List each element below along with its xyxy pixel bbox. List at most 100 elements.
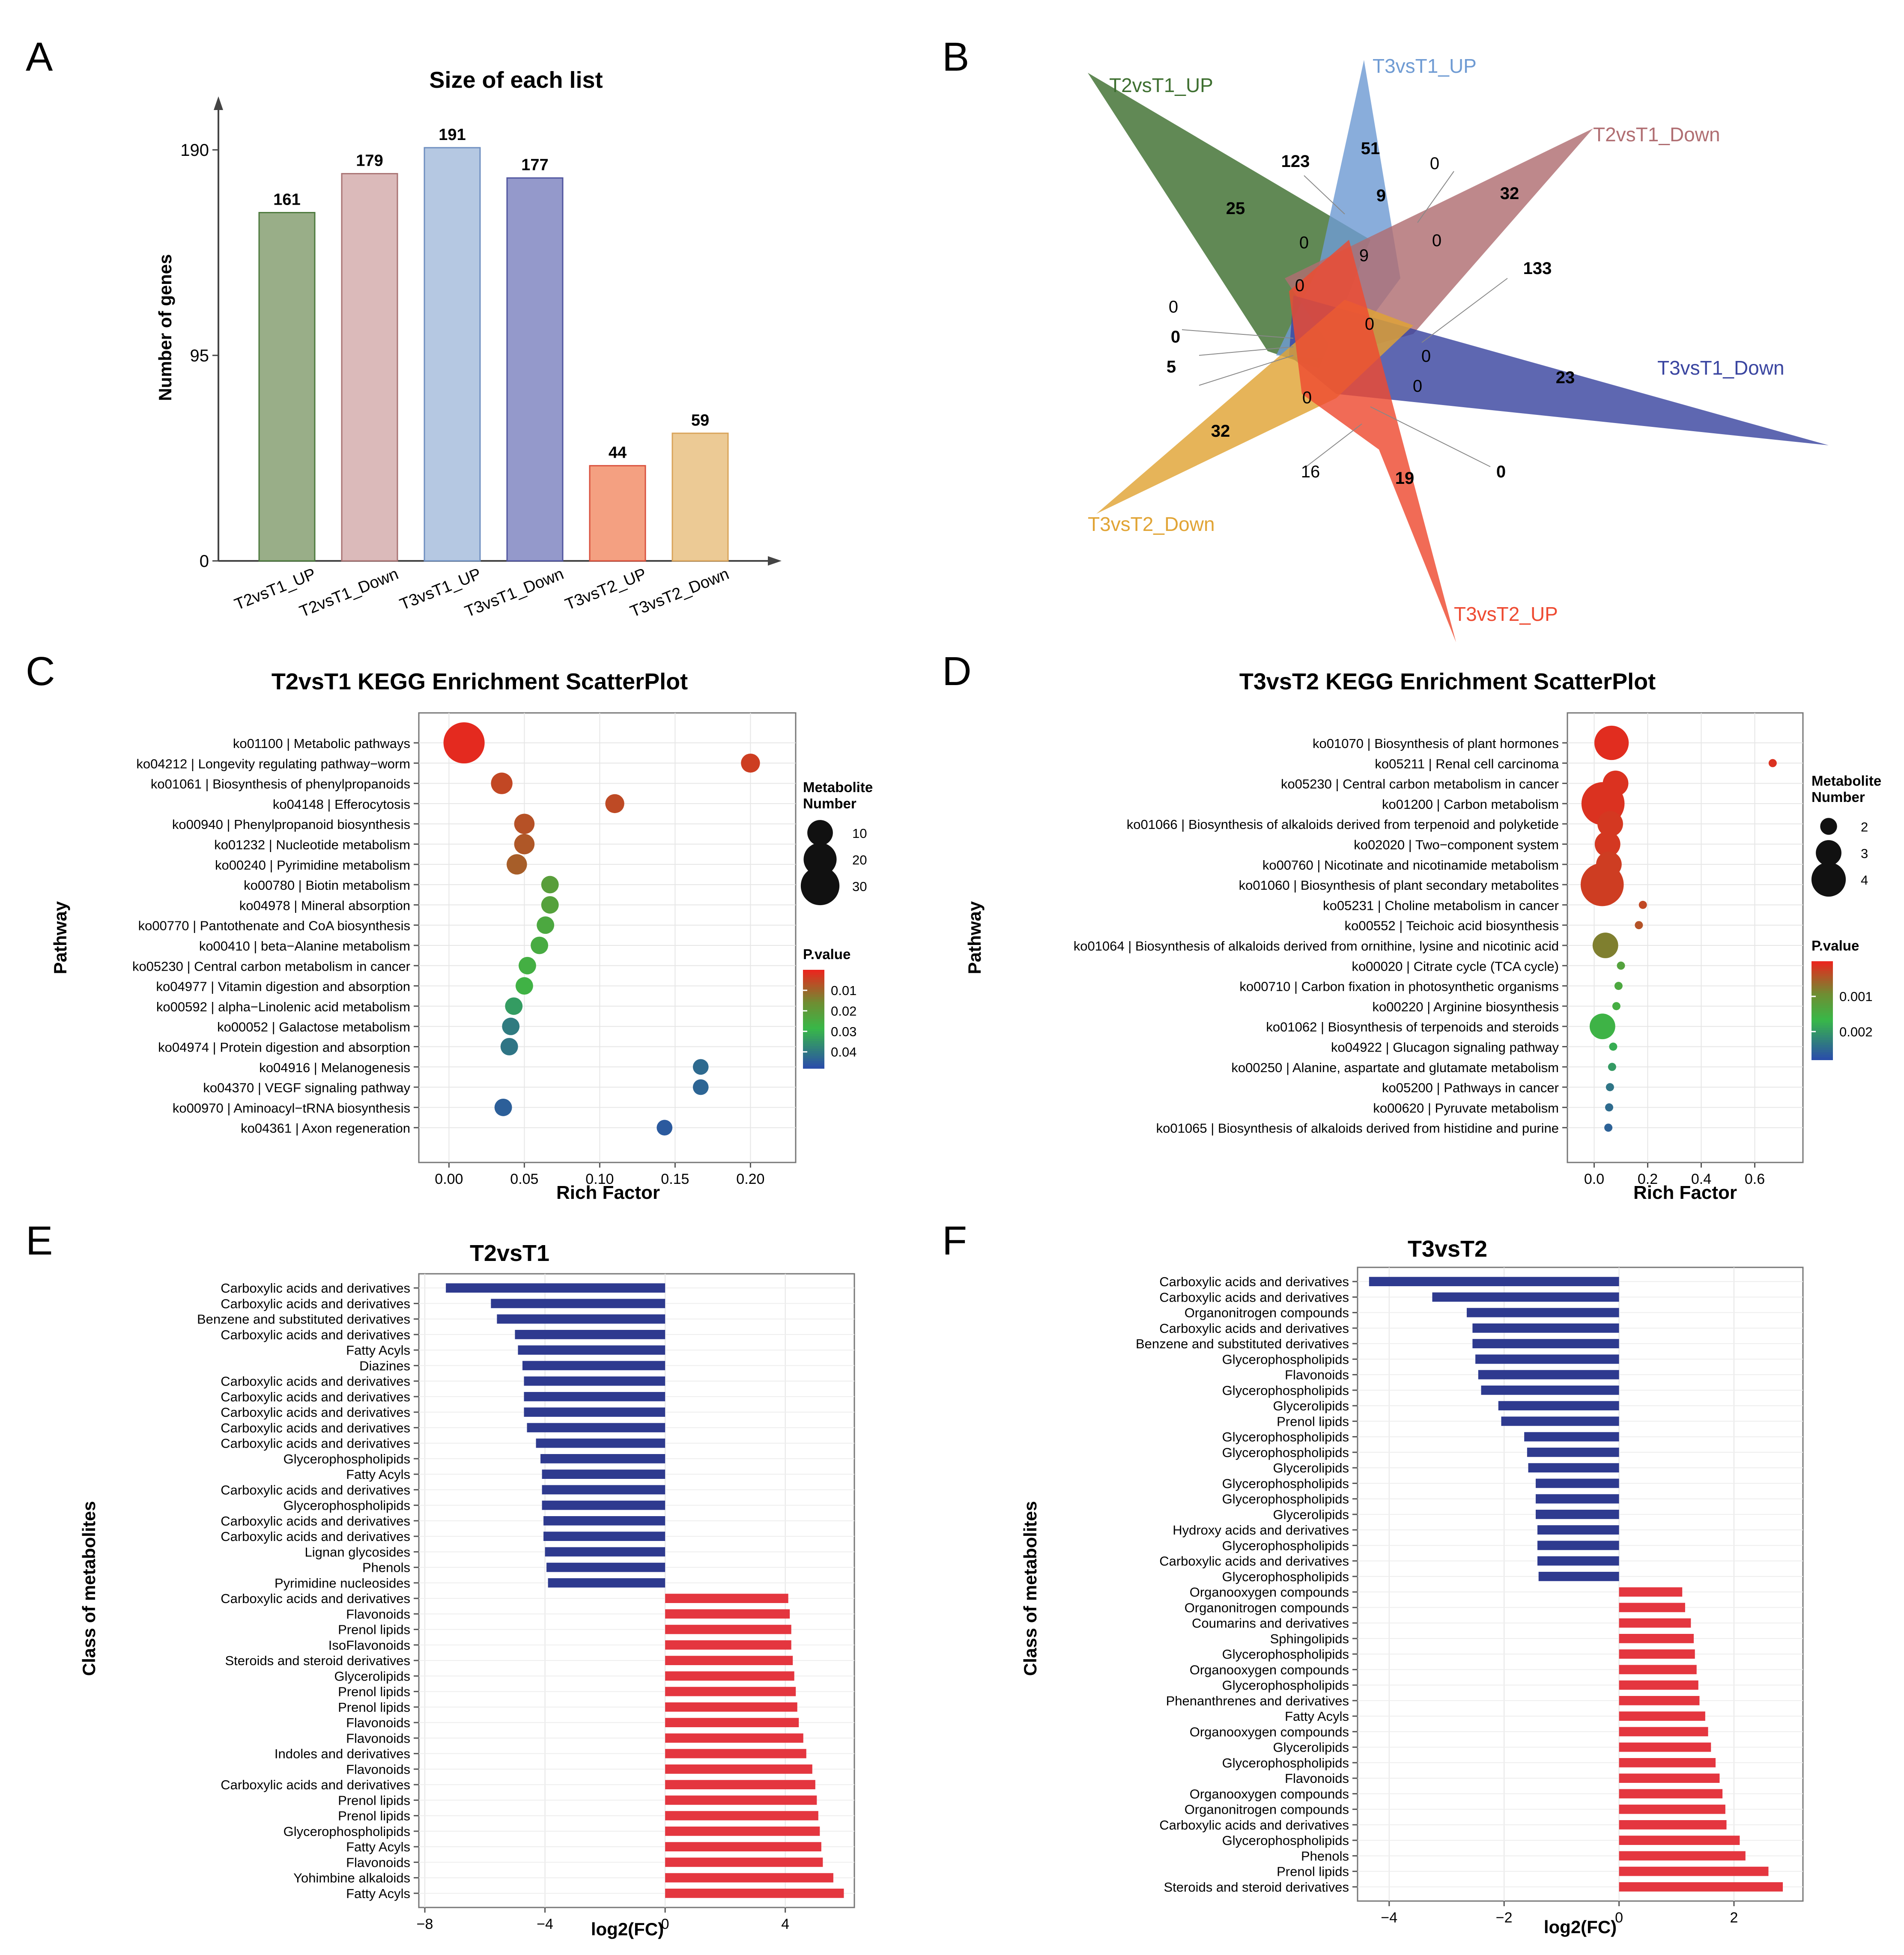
panel-c-pathway-label: ko01100 | Metabolic pathways — [233, 736, 410, 751]
panel-d-pathway-label: ko00020 | Citrate cycle (TCA cycle) — [1352, 959, 1559, 974]
panel-c-point — [443, 722, 485, 764]
panel-d-pathway-label: ko01070 | Biosynthesis of plant hormones — [1313, 736, 1559, 751]
panel-d-xlabel: Rich Factor — [1633, 1182, 1737, 1203]
panel-e-category-label: Flavonoids — [346, 1715, 410, 1730]
panel-b-region-count: 0 — [1430, 154, 1439, 173]
panel-c-colorbar-segment — [803, 975, 824, 978]
panel-e-bar — [542, 1485, 666, 1495]
panel-e-category-label: IsoFlavonoids — [328, 1638, 410, 1653]
panel-f-bar — [1619, 1649, 1695, 1659]
panel-f-category-label: Carboxylic acids and derivatives — [1159, 1554, 1349, 1569]
panel-b-leader-line — [1182, 329, 1294, 339]
panel-e-xtick-label: 4 — [781, 1916, 789, 1932]
panel-f-xtick-label: −4 — [1381, 1910, 1397, 1926]
panel-d-point — [1604, 1124, 1613, 1132]
panel-f-bar — [1619, 1634, 1694, 1643]
panel-c-pathway-label: ko04148 | Efferocytosis — [273, 797, 410, 812]
panel-a-bar-value: 161 — [273, 191, 300, 209]
panel-b-region-count: 51 — [1361, 139, 1380, 158]
panel-d-size-legend-title: Metabolite — [1811, 773, 1881, 789]
panel-f-bar — [1619, 1603, 1685, 1612]
panel-letter-d: D — [942, 649, 972, 694]
panel-d-colorbar-segment — [1811, 1022, 1833, 1026]
panel-e-category-label: Fatty Acyls — [346, 1343, 410, 1358]
panel-c-point — [514, 814, 535, 834]
panel-c-pathway-label: ko00780 | Biotin metabolism — [244, 878, 410, 893]
panel-d-colorbar-segment — [1811, 1013, 1833, 1016]
panel-e-bar — [543, 1532, 666, 1541]
panel-e-category-label: Carboxylic acids and derivatives — [221, 1529, 410, 1544]
panel-b-leader-line — [1306, 423, 1362, 467]
panel-c-xlabel: Rich Factor — [556, 1182, 660, 1203]
panel-e-bar — [665, 1718, 799, 1727]
panel-a-bar-value: 179 — [356, 152, 383, 170]
panel-e-category-label: Carboxylic acids and derivatives — [221, 1777, 410, 1792]
panel-c-colorbar-segment — [803, 989, 824, 992]
panel-e-bar — [515, 1330, 666, 1339]
panel-f-category-label: Glycerophospholipids — [1222, 1678, 1349, 1693]
panel-f-bar — [1472, 1339, 1619, 1348]
panel-d-title: T3vsT2 KEGG Enrichment ScatterPlot — [1239, 669, 1656, 694]
panel-c-colorbar-segment — [803, 1004, 824, 1007]
panel-c-pathway-label: ko04978 | Mineral absorption — [239, 898, 410, 913]
panel-f-bar — [1619, 1820, 1727, 1830]
panel-e-bar — [522, 1361, 666, 1371]
panel-c-point — [541, 896, 559, 914]
panel-c-pathway-label: ko04974 | Protein digestion and absorpti… — [158, 1040, 410, 1055]
panel-e-category-label: Flavonoids — [346, 1855, 410, 1870]
panel-b-region-count: 123 — [1281, 152, 1310, 171]
panel-e-xtick-label: 0 — [661, 1916, 669, 1932]
panel-f-bar — [1619, 1696, 1700, 1705]
panel-c-colorbar-segment — [803, 1007, 824, 1010]
panel-letter-f: F — [942, 1218, 967, 1264]
panel-b-venn-set — [1289, 240, 1456, 642]
panel-b-leader-line — [1421, 278, 1508, 343]
panel-d-pathway-label: ko00250 | Alanine, aspartate and glutama… — [1231, 1060, 1559, 1075]
panel-e-category-label: Flavonoids — [346, 1731, 410, 1746]
panel-d-colorbar-segment — [1811, 1008, 1833, 1011]
panel-c-colorbar-segment — [803, 1066, 824, 1069]
panel-e-category-label: Carboxylic acids and derivatives — [221, 1420, 410, 1435]
panel-f-bar — [1369, 1277, 1619, 1286]
panel-e-bar — [524, 1392, 666, 1401]
panel-e-category-label: Fatty Acyls — [346, 1467, 410, 1482]
panel-f-category-label: Glycerophospholipids — [1222, 1383, 1349, 1398]
panel-c-pathway-label: ko04977 | Vitamin digestion and absorpti… — [156, 979, 410, 994]
panel-c-pathway-label: ko00940 | Phenylpropanoid biosynthesis — [172, 817, 410, 832]
panel-f-bar — [1619, 1727, 1708, 1737]
panel-e-bar — [665, 1842, 821, 1851]
panel-e-bar — [543, 1516, 666, 1526]
panel-d-point — [1594, 725, 1629, 760]
panel-f-bar — [1619, 1789, 1723, 1799]
panel-b-leader-line — [1199, 346, 1294, 356]
panel-b-set-label: T3vsT1_UP — [1373, 55, 1477, 77]
panel-c-pathway-label: ko04361 | Axon regeneration — [241, 1121, 410, 1136]
panel-e-bar — [540, 1454, 666, 1463]
panel-c-point — [494, 1098, 512, 1116]
panel-a-bar — [341, 173, 398, 562]
panel-d-colorbar-segment — [1811, 1040, 1833, 1043]
panel-e-category-label: Prenol lipids — [338, 1700, 410, 1715]
panel-e-bar — [665, 1857, 823, 1867]
panel-d-pathway-label: ko01200 | Carbon metabolism — [1382, 797, 1559, 812]
panel-f-category-label: Sphingolipids — [1270, 1631, 1349, 1646]
panel-e-category-label: Prenol lipids — [338, 1793, 410, 1808]
panel-c-xtick-label: 0.00 — [435, 1171, 463, 1187]
panel-a-bar-chart: Size of each list Number of genes 0 95 190… — [155, 67, 782, 621]
panel-d-colorbar-segment — [1811, 1001, 1833, 1004]
panel-e-category-label: Flavonoids — [346, 1606, 410, 1621]
panel-f-category-label: Organonitrogen compounds — [1185, 1802, 1349, 1817]
panel-e-bar — [665, 1609, 790, 1619]
panel-e-category-label: Carboxylic acids and derivatives — [221, 1281, 410, 1296]
panel-e-category-label: Glycerophospholipids — [284, 1824, 410, 1839]
panel-d-colorbar-label: 0.001 — [1839, 989, 1873, 1004]
panel-c-size-legend-title: Number — [803, 796, 857, 811]
panel-d-pathway-label: ko00620 | Pyruvate metabolism — [1373, 1100, 1559, 1115]
panel-d-pathway-label: ko05200 | Pathways in cancer — [1382, 1080, 1559, 1095]
panel-f-category-label: Glycerolipids — [1273, 1507, 1349, 1522]
panel-b-region-count: 32 — [1500, 184, 1519, 203]
panel-d-colorbar-segment — [1811, 1032, 1833, 1036]
panel-c-point — [507, 854, 527, 875]
panel-c-size-legend-label: 30 — [852, 879, 867, 894]
